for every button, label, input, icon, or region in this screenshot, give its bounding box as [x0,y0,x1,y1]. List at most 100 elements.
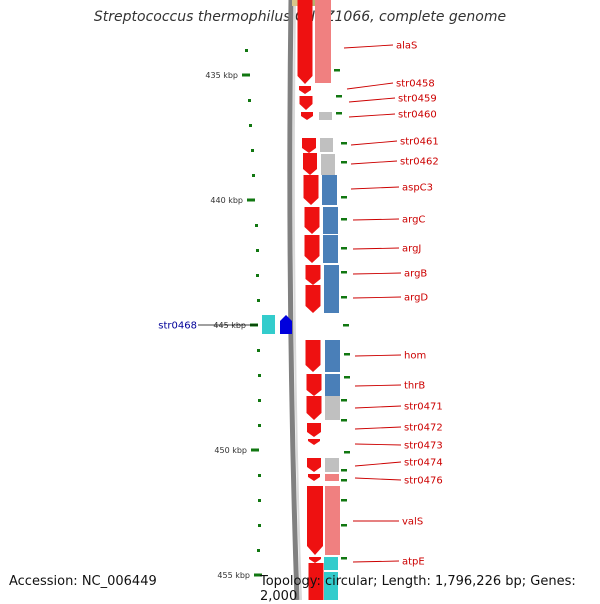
gene-label[interactable]: argB [404,269,427,280]
minor-tick [252,174,255,177]
minor-tick [258,399,261,402]
gene-cog-block [324,557,338,570]
gene-label[interactable]: str0461 [400,137,439,148]
gene-label[interactable]: str0460 [398,110,437,121]
gene-label[interactable]: argD [404,293,428,304]
gene-cog-block [324,572,338,600]
gene-arrow-forward [307,486,323,555]
gene-leader-line [343,44,394,49]
minor-tick [258,424,261,427]
minor-tick [249,124,252,127]
gene-arrow-forward [308,474,320,481]
feature-tick [341,218,347,221]
gene-arrow-forward [302,138,316,153]
gene-cog-block [325,474,339,481]
gene-leader-line [354,405,402,409]
gene-cog-block [323,235,338,263]
minor-tick [256,249,259,252]
gene-leader-line [352,560,400,563]
minor-tick [251,149,254,152]
gene-cog-block [325,396,340,420]
gene-leader-line [354,443,402,446]
gene-leader-line [354,426,402,430]
feature-tick [334,69,340,72]
gene-arrow-forward [303,153,317,175]
gene-label[interactable]: aspC3 [402,183,433,194]
feature-tick [344,451,350,454]
minor-tick [255,224,258,227]
gene-leader-line [354,354,402,357]
gene-arrow-forward [308,563,324,600]
accession-text: Accession: NC_006449 [9,574,157,589]
feature-tick [341,247,347,250]
gene-arrow-forward [306,374,322,396]
major-tick [247,198,255,202]
gene-cog-block [324,265,339,285]
gene-arrow-forward [299,96,313,110]
gene-label[interactable]: argJ [402,244,421,255]
gene-cog-block [325,340,340,372]
scale-label: 450 kbp [214,446,247,455]
minor-tick [248,99,251,102]
gene-label[interactable]: str0468 [158,321,197,332]
gene-leader-line [354,384,402,387]
scale-label: 440 kbp [210,196,243,205]
gene-arrow-forward [297,0,313,84]
feature-tick [336,95,342,98]
gene-arrow-forward [305,340,321,372]
minor-tick [258,524,261,527]
gene-arrow-forward [305,265,321,285]
minor-tick [257,549,260,552]
gene-label[interactable]: argC [402,215,425,226]
feature-tick [344,376,350,379]
gene-label[interactable]: valS [402,517,423,528]
feature-tick [341,296,347,299]
gene-label[interactable]: str0474 [404,458,443,469]
gene-label[interactable]: str0459 [398,94,437,105]
minor-tick [258,474,261,477]
minor-tick [258,499,261,502]
gene-arrow-forward [305,285,321,313]
gene-leader-line [352,272,402,275]
gene-arrow-reverse [280,315,292,334]
gene-leader-line [354,461,402,467]
gene-label[interactable]: str0472 [404,423,443,434]
gene-leader-line [348,113,396,118]
scale-label: 455 kbp [217,571,250,580]
gene-label[interactable]: str0471 [404,402,443,413]
gene-cog-block [320,138,333,152]
scale-label: 435 kbp [205,71,238,80]
feature-tick [341,479,347,482]
feature-tick [341,271,347,274]
gene-label[interactable]: str0473 [404,441,443,452]
gene-cog-block [319,112,332,120]
gene-cog-block [322,175,337,205]
gene-cog-block [325,458,339,472]
gene-leader-line [350,160,398,165]
feature-tick [341,196,347,199]
feature-tick [344,353,350,356]
gene-label[interactable]: thrB [404,381,425,392]
gene-label[interactable]: str0458 [396,79,435,90]
minor-tick [257,299,260,302]
gene-leader-line [354,477,402,481]
gene-label[interactable]: alaS [396,41,417,52]
major-tick [254,573,262,577]
gene-cog-block [315,0,331,83]
gene-cog-block [325,486,340,555]
feature-tick [341,557,347,560]
major-tick [242,73,250,77]
gene-label[interactable]: str0476 [404,476,443,487]
gene-label[interactable]: hom [404,351,426,362]
gene-cog-block [325,374,340,396]
feature-tick [341,469,347,472]
gene-leader-line [352,247,400,250]
gene-leader-line [350,186,400,190]
gene-leader-line [352,296,402,299]
gene-arrow-forward [308,439,320,445]
gene-arrow-forward [304,235,320,263]
gene-label[interactable]: str0462 [400,157,439,168]
gene-label[interactable]: atpE [402,557,425,568]
minor-tick [245,49,248,52]
